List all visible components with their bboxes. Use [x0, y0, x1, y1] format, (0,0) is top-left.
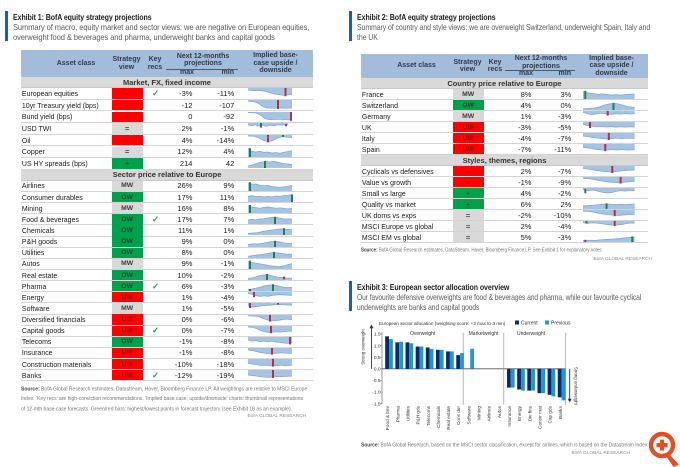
- svg-text:Div fins: Div fins: [527, 405, 532, 421]
- svg-text:1.0: 1.0: [374, 343, 381, 349]
- svg-text:European sector allocation (we: European sector allocation (weighting sc…: [379, 321, 506, 326]
- svg-text:P&H gds: P&H gds: [416, 405, 421, 424]
- svg-text:Constr mat: Constr mat: [537, 405, 542, 429]
- svg-text:-1.0: -1.0: [372, 390, 381, 396]
- svg-text:Energy: Energy: [517, 405, 522, 421]
- svg-text:Insurance: Insurance: [507, 406, 512, 427]
- svg-text:Utilities: Utilities: [406, 405, 411, 421]
- svg-text:Previous: Previous: [551, 321, 571, 327]
- svg-text:Strong overweight: Strong overweight: [361, 329, 366, 365]
- svg-text:-1.5: -1.5: [372, 401, 381, 407]
- svg-text:Autos: Autos: [497, 405, 502, 418]
- svg-text:Banks: Banks: [558, 405, 563, 419]
- svg-text:Strong underweight: Strong underweight: [574, 367, 579, 406]
- svg-text:Food & bev: Food & bev: [385, 405, 390, 430]
- svg-text:Mining: Mining: [477, 406, 482, 420]
- svg-text:Overweight: Overweight: [410, 331, 436, 337]
- svg-text:Cap gds: Cap gds: [548, 405, 553, 423]
- svg-text:Software: Software: [466, 406, 471, 425]
- svg-text:0.0: 0.0: [374, 367, 381, 373]
- svg-text:Marketweight: Marketweight: [469, 331, 499, 337]
- svg-text:Telecoms: Telecoms: [426, 405, 431, 425]
- svg-text:Airlines: Airlines: [487, 405, 492, 421]
- svg-text:-0.5: -0.5: [372, 378, 381, 384]
- svg-text:1.5: 1.5: [374, 332, 381, 338]
- svg-text:Real estate: Real estate: [446, 406, 451, 430]
- svg-text:Pharma: Pharma: [395, 406, 400, 423]
- svg-text:Underweight: Underweight: [517, 331, 546, 337]
- svg-text:Current: Current: [521, 321, 538, 327]
- svg-text:Cons dur: Cons dur: [456, 406, 461, 425]
- svg-text:Chemicals: Chemicals: [436, 405, 441, 428]
- svg-text:0.5: 0.5: [374, 355, 381, 361]
